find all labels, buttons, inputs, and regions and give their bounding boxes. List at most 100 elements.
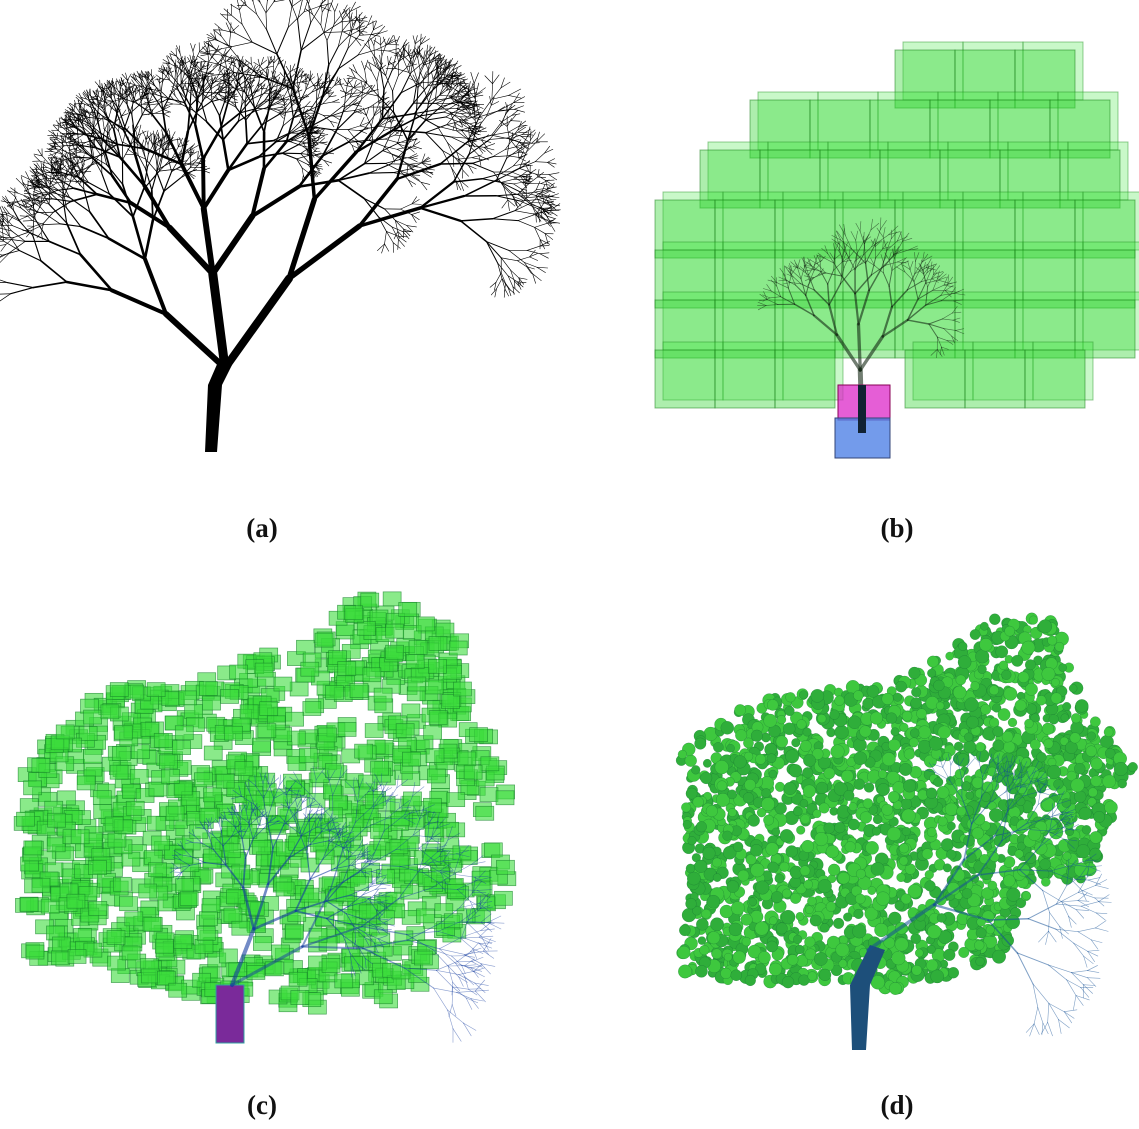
branch bbox=[239, 98, 253, 114]
branch bbox=[489, 95, 492, 106]
branch bbox=[788, 270, 794, 278]
voxel bbox=[997, 91, 1059, 151]
branch bbox=[468, 165, 474, 174]
branch bbox=[526, 141, 537, 153]
branch bbox=[517, 147, 526, 153]
branch bbox=[0, 236, 3, 238]
branch bbox=[883, 255, 887, 263]
branch bbox=[320, 11, 323, 26]
branch bbox=[167, 55, 173, 62]
branch bbox=[378, 95, 384, 104]
branch bbox=[108, 134, 114, 147]
branch bbox=[72, 151, 82, 154]
branch bbox=[202, 46, 210, 55]
branch bbox=[320, 142, 328, 145]
branch bbox=[370, 89, 379, 92]
branch bbox=[304, 114, 310, 120]
voxel bbox=[441, 694, 460, 709]
branch bbox=[75, 94, 84, 101]
branch bbox=[388, 115, 392, 124]
branch bbox=[270, 108, 280, 114]
branch bbox=[139, 77, 145, 88]
branch bbox=[943, 276, 948, 286]
branch bbox=[368, 62, 372, 72]
branch bbox=[202, 170, 210, 174]
branch bbox=[347, 79, 353, 88]
branch bbox=[411, 199, 420, 205]
branch bbox=[442, 80, 448, 88]
branch bbox=[226, 56, 235, 62]
branch bbox=[48, 157, 56, 159]
branch bbox=[189, 87, 192, 107]
branch bbox=[382, 135, 391, 151]
branch bbox=[77, 113, 90, 118]
branch bbox=[347, 128, 365, 144]
voxel bbox=[937, 91, 999, 151]
branch bbox=[169, 79, 178, 89]
branch bbox=[423, 58, 429, 71]
branch bbox=[846, 253, 856, 271]
branch bbox=[192, 43, 196, 52]
branch bbox=[1, 196, 11, 204]
branch bbox=[93, 107, 107, 120]
branch bbox=[235, 84, 242, 88]
branch bbox=[834, 242, 840, 250]
branch bbox=[517, 213, 537, 221]
branch bbox=[1, 205, 8, 216]
branch bbox=[62, 197, 68, 224]
branch bbox=[519, 142, 530, 145]
branch bbox=[221, 46, 233, 61]
branch bbox=[206, 75, 209, 83]
branch bbox=[854, 252, 858, 271]
branch bbox=[51, 152, 57, 161]
branch bbox=[395, 220, 404, 230]
branch bbox=[304, 73, 311, 81]
branch bbox=[513, 92, 520, 104]
branch bbox=[277, 56, 281, 65]
branch bbox=[300, 94, 308, 99]
branch bbox=[189, 54, 193, 64]
branch bbox=[518, 125, 528, 127]
branch bbox=[269, 89, 276, 94]
branch bbox=[379, 105, 382, 115]
branch bbox=[259, 71, 269, 78]
voxel bbox=[782, 341, 844, 401]
branch bbox=[483, 147, 493, 155]
branch bbox=[456, 73, 465, 79]
branch bbox=[412, 35, 416, 45]
branch bbox=[296, 155, 308, 160]
branch bbox=[925, 286, 929, 306]
branch bbox=[507, 103, 513, 112]
branch bbox=[526, 266, 532, 274]
branch bbox=[157, 145, 161, 158]
voxel bbox=[1059, 149, 1121, 209]
branch bbox=[397, 235, 407, 243]
branch bbox=[50, 169, 55, 179]
branch bbox=[379, 54, 381, 65]
branch bbox=[467, 138, 482, 141]
voxel bbox=[1049, 99, 1111, 159]
branch bbox=[260, 75, 294, 90]
branch bbox=[424, 124, 448, 134]
branch bbox=[34, 218, 50, 242]
branch bbox=[255, 67, 267, 74]
branch bbox=[76, 117, 90, 122]
voxel bbox=[842, 291, 904, 351]
branch bbox=[158, 138, 161, 147]
voxel bbox=[707, 141, 769, 201]
branch bbox=[214, 74, 225, 83]
branch bbox=[192, 109, 208, 123]
voxel bbox=[954, 299, 1016, 359]
branch bbox=[156, 156, 159, 172]
branch bbox=[291, 133, 303, 141]
branch bbox=[518, 277, 525, 285]
branch bbox=[398, 156, 411, 159]
branch bbox=[444, 75, 455, 84]
branch bbox=[51, 173, 60, 180]
branch bbox=[848, 250, 855, 258]
branch bbox=[420, 33, 422, 45]
branch bbox=[881, 318, 909, 338]
branch bbox=[225, 22, 231, 34]
branch bbox=[149, 82, 155, 86]
branch bbox=[315, 165, 321, 171]
